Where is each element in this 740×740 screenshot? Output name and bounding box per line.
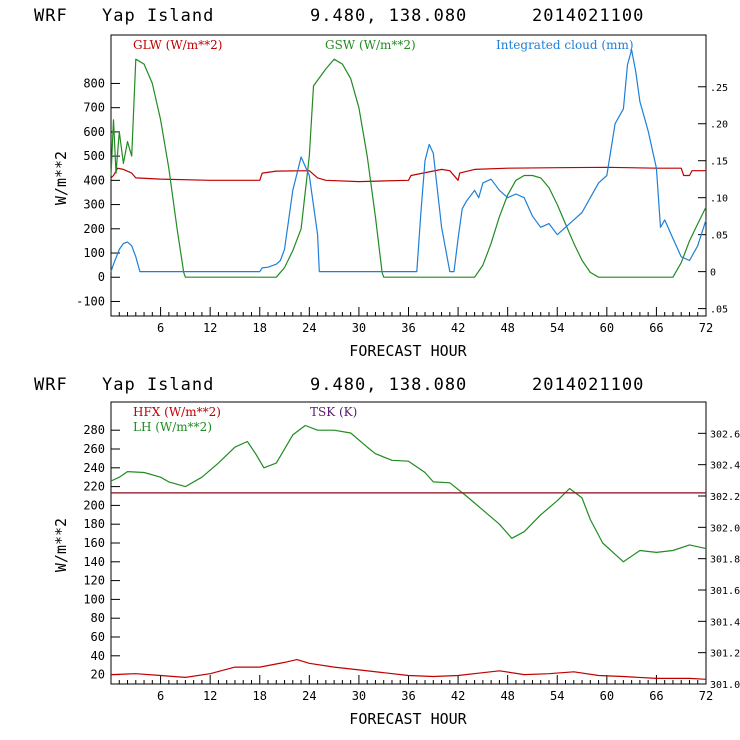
chart-2-legend-tsk: TSK (K) <box>310 405 357 419</box>
chart-2-y-ticks: 20 40 60 80 100 120 140 160 180 200 220 240 260 280 <box>83 423 120 682</box>
chart-2-y-tick-label: 180 <box>83 517 105 531</box>
chart-2-x-tick-label: 54 <box>550 689 564 703</box>
chart-1-legend-glw: GLW (W/m**2) <box>133 38 222 52</box>
chart-1-y-tick-label: 100 <box>83 246 105 260</box>
chart-1-x-ticks: 6 12 18 24 30 36 42 48 54 60 66 72 <box>118 307 713 335</box>
chart-1-y-tick-label: 600 <box>83 125 105 139</box>
chart-2-x-tick-label: 66 <box>649 689 663 703</box>
chart-2-y-tick-label: 240 <box>83 461 105 475</box>
chart-2-y-tick-label: 220 <box>83 480 105 494</box>
chart-1-y2-tick-label: .15 <box>710 157 728 168</box>
chart-2-y-tick-label: 60 <box>91 630 105 644</box>
chart-1-series <box>110 49 707 278</box>
chart-2-y-tick-label: 260 <box>83 442 105 456</box>
chart-1-title-init: 2014021100 <box>532 6 644 26</box>
chart-1-y2-tick-label: .10 <box>710 194 728 205</box>
chart-2-title-station: Yap Island <box>102 375 214 395</box>
chart-1-x-tick-label: 54 <box>550 321 564 335</box>
chart-2-x-axis-label: FORECAST HOUR <box>349 710 467 728</box>
chart-1-y2-tick-label: .05 <box>710 305 728 316</box>
chart-2-y-axis-label: W/m**2 <box>52 518 70 572</box>
chart-2-x-tick-label: 30 <box>352 689 366 703</box>
chart-1-title-station: Yap Island <box>102 6 214 26</box>
chart-2-title-init: 2014021100 <box>532 375 644 395</box>
chart-1-y-tick-label: 200 <box>83 222 105 236</box>
chart-2-y2-tick-label: 301.2 <box>710 649 740 660</box>
chart-2-y-tick-label: 100 <box>83 592 105 606</box>
chart-2-y-tick-label: 40 <box>91 649 105 663</box>
chart-2-legend-hfx: HFX (W/m**2) <box>133 405 221 419</box>
chart-1-x-tick-label: 30 <box>352 321 366 335</box>
chart-2-y-tick-label: 120 <box>83 574 105 588</box>
chart-1-x-tick-label: 18 <box>253 321 267 335</box>
chart-1-series-line-2 <box>110 58 707 278</box>
chart-2-y-tick-label: 280 <box>83 423 105 437</box>
chart-1-x-tick-label: 60 <box>600 321 614 335</box>
chart-2-series <box>110 424 707 680</box>
chart-1-legend-gsw: GSW (W/m**2) <box>325 38 416 52</box>
chart-1-y-tick-label: 700 <box>83 101 105 115</box>
chart-2-y2-tick-label: 301.6 <box>710 586 740 597</box>
chart-2-x-tick-label: 60 <box>600 689 614 703</box>
chart-1-x-axis-label: FORECAST HOUR <box>349 342 467 360</box>
chart-2-y2-tick-label: 302.0 <box>710 523 740 534</box>
chart-1-y-tick-label: 800 <box>83 76 105 90</box>
chart-2-y2-tick-label: 301.4 <box>710 617 740 628</box>
chart-1-y2-tick-label: .05 <box>710 231 728 242</box>
chart-1-x-tick-label: 24 <box>302 321 316 335</box>
chart-1-x-tick-label: 6 <box>157 321 164 335</box>
chart-2-y2-tick-label: 301.0 <box>710 680 740 691</box>
chart-2-y2-tick-label: 302.6 <box>710 429 740 440</box>
chart-2-legend-lh: LH (W/m**2) <box>133 420 212 434</box>
chart-2-y-tick-label: 20 <box>91 668 105 682</box>
chart-1-y2-ticks: .05 0 .05 .10 .15 .20 .25 <box>698 83 728 316</box>
chart-1-y-tick-label: 400 <box>83 173 105 187</box>
chart-panel-1: WRF Yap Island 9.480, 138.080 2014021100… <box>34 6 728 360</box>
chart-1-x-tick-label: 12 <box>203 321 217 335</box>
chart-2-y-tick-label: 80 <box>91 611 105 625</box>
chart-2-y-tick-label: 160 <box>83 536 105 550</box>
chart-1-y-axis-label: W/m**2 <box>52 151 70 205</box>
chart-2-y2-tick-label: 302.4 <box>710 461 740 472</box>
chart-2-x-tick-label: 6 <box>157 689 164 703</box>
chart-2-y2-tick-label: 302.2 <box>710 492 740 503</box>
chart-1-y2-tick-label: .20 <box>710 120 728 131</box>
chart-2-x-tick-label: 12 <box>203 689 217 703</box>
chart-2-series-line-2 <box>110 424 707 563</box>
chart-1-y2-tick-label: 0 <box>710 268 716 279</box>
chart-2-y-tick-label: 200 <box>83 498 105 512</box>
chart-2-x-tick-label: 24 <box>302 689 316 703</box>
chart-2-x-tick-label: 36 <box>401 689 415 703</box>
chart-2-x-tick-label: 42 <box>451 689 465 703</box>
chart-1-y-tick-label: -100 <box>76 294 105 308</box>
chart-2-title-model: WRF <box>34 375 68 395</box>
chart-2-x-tick-label: 72 <box>699 689 713 703</box>
chart-1-series-line-3 <box>110 49 707 273</box>
chart-1-y-tick-label: 300 <box>83 198 105 212</box>
chart-panel-2: WRF Yap Island 9.480, 138.080 2014021100… <box>34 375 740 728</box>
chart-1-legend-cloud: Integrated cloud (mm) <box>496 38 634 52</box>
chart-1-x-tick-label: 36 <box>401 321 415 335</box>
chart-1-x-tick-label: 66 <box>649 321 663 335</box>
chart-1-x-tick-label: 48 <box>500 321 514 335</box>
chart-1-x-tick-label: 72 <box>699 321 713 335</box>
chart-2-y2-tick-label: 301.8 <box>710 555 740 566</box>
chart-2-y-tick-label: 140 <box>83 555 105 569</box>
chart-1-y-ticks: -100 0 100 200 300 400 500 600 700 800 <box>76 76 120 308</box>
chart-1-y-tick-label: 0 <box>98 270 105 284</box>
chart-1-x-tick-label: 42 <box>451 321 465 335</box>
chart-2-series-line-1 <box>110 658 707 680</box>
chart-1-y-tick-label: 500 <box>83 149 105 163</box>
chart-2-x-tick-label: 18 <box>253 689 267 703</box>
chart-2-x-ticks: 6 12 18 24 30 36 42 48 54 60 66 72 <box>118 675 713 703</box>
chart-2-y2-ticks: 301.0 301.2 301.4 301.6 301.8 302.0 302.2 302.4… <box>698 429 740 691</box>
chart-1-y2-tick-label: .25 <box>710 83 728 94</box>
chart-2-x-tick-label: 48 <box>500 689 514 703</box>
chart-1-title-model: WRF <box>34 6 68 26</box>
chart-2-title-coords: 9.480, 138.080 <box>310 375 467 395</box>
chart-1-title-coords: 9.480, 138.080 <box>310 6 467 26</box>
